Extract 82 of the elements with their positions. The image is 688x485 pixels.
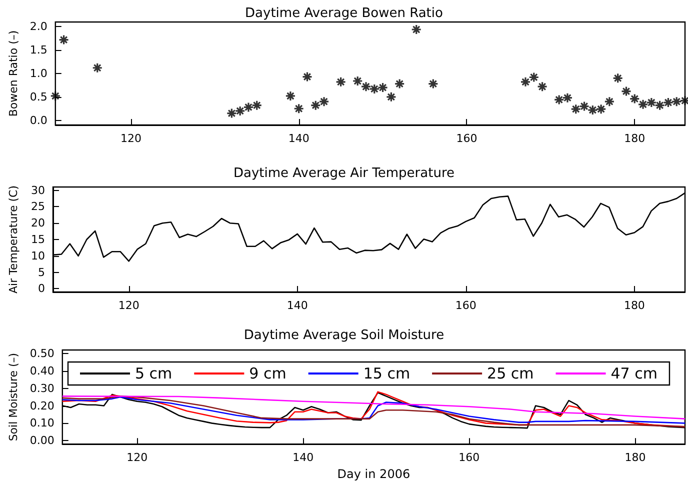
point xyxy=(294,103,304,114)
x-tick-label: 180 xyxy=(624,299,645,312)
point xyxy=(411,24,422,35)
point xyxy=(310,100,321,111)
point xyxy=(629,93,640,104)
point xyxy=(428,78,438,90)
y-tick-label: 0.20 xyxy=(30,399,54,412)
y-tick-label: 0.5 xyxy=(30,90,48,104)
x-tick-label: 140 xyxy=(286,299,308,312)
chart-title: Daytime Average Air Temperature xyxy=(233,166,455,181)
chart-title: Daytime Average Bowen Ratio xyxy=(245,6,444,21)
point xyxy=(612,72,624,84)
legend-label: 5 cm xyxy=(135,364,172,382)
x-tick-label: 120 xyxy=(120,132,142,145)
x-tick-label: 120 xyxy=(126,451,148,464)
point xyxy=(226,108,237,119)
x-tick-label: 120 xyxy=(118,299,140,312)
point xyxy=(352,76,363,86)
point xyxy=(50,90,61,102)
x-tick-label: 180 xyxy=(624,132,646,145)
point xyxy=(252,100,262,111)
y-tick-label: 0 xyxy=(38,282,45,296)
x-tick-label: 140 xyxy=(292,451,314,464)
y-tick-label: 0.30 xyxy=(30,382,54,395)
x-tick-label: 160 xyxy=(458,451,480,464)
y-tick-label: 1.0 xyxy=(30,67,48,80)
y-tick-label: 0.10 xyxy=(30,416,54,430)
point xyxy=(528,72,540,83)
y-tick-label: 0.40 xyxy=(30,364,54,378)
point xyxy=(285,90,296,102)
point xyxy=(336,76,346,88)
y-axis-title: Air Temperature (C) xyxy=(7,185,20,294)
point xyxy=(536,81,548,92)
legend-label: 47 cm xyxy=(610,364,658,382)
y-tick-label: 1.5 xyxy=(30,44,48,57)
point xyxy=(570,104,582,114)
y-axis-title: Bowen Ratio (–) xyxy=(7,30,20,117)
point xyxy=(302,71,313,82)
point xyxy=(562,92,573,104)
point xyxy=(360,81,372,92)
point xyxy=(377,82,388,93)
point xyxy=(234,106,246,116)
y-tick-label: 0.0 xyxy=(30,114,48,127)
x-tick-label: 140 xyxy=(288,132,310,145)
point xyxy=(92,62,103,74)
point xyxy=(578,100,590,112)
point xyxy=(604,96,615,107)
y-tick-label: 30 xyxy=(31,184,45,197)
y-tick-label: 25 xyxy=(31,200,45,214)
x-tick-label: 160 xyxy=(456,132,478,145)
x-tick-label: 160 xyxy=(455,299,476,312)
point xyxy=(243,102,254,113)
point xyxy=(369,84,380,94)
y-tick-label: 2.0 xyxy=(30,20,48,34)
y-axis-title: Soil Moisture (–) xyxy=(7,352,20,442)
point xyxy=(638,99,648,110)
point xyxy=(587,104,598,116)
y-tick-label: 20 xyxy=(31,216,45,230)
point xyxy=(671,96,682,107)
point xyxy=(58,34,70,46)
y-tick-label: 0.50 xyxy=(30,346,54,360)
point xyxy=(596,104,606,114)
point xyxy=(654,100,666,111)
y-tick-label: 0.00 xyxy=(30,434,54,448)
y-tick-label: 5 xyxy=(38,266,45,279)
legend-label: 15 cm xyxy=(363,364,410,382)
y-tick-label: 15 xyxy=(31,233,45,246)
point xyxy=(554,94,564,106)
point xyxy=(520,76,531,88)
point xyxy=(620,86,632,97)
point xyxy=(318,96,330,107)
point xyxy=(386,92,396,102)
legend-label: 25 cm xyxy=(487,364,534,382)
x-axis-title: Day in 2006 xyxy=(337,467,410,481)
legend-label: 9 cm xyxy=(249,364,286,382)
point xyxy=(662,97,674,108)
line-series xyxy=(62,396,686,420)
point xyxy=(646,97,657,108)
y-tick-label: 10 xyxy=(31,249,45,262)
x-tick-label: 180 xyxy=(624,451,646,464)
point xyxy=(394,78,405,90)
chart-title: Daytime Average Soil Moisture xyxy=(244,328,444,343)
